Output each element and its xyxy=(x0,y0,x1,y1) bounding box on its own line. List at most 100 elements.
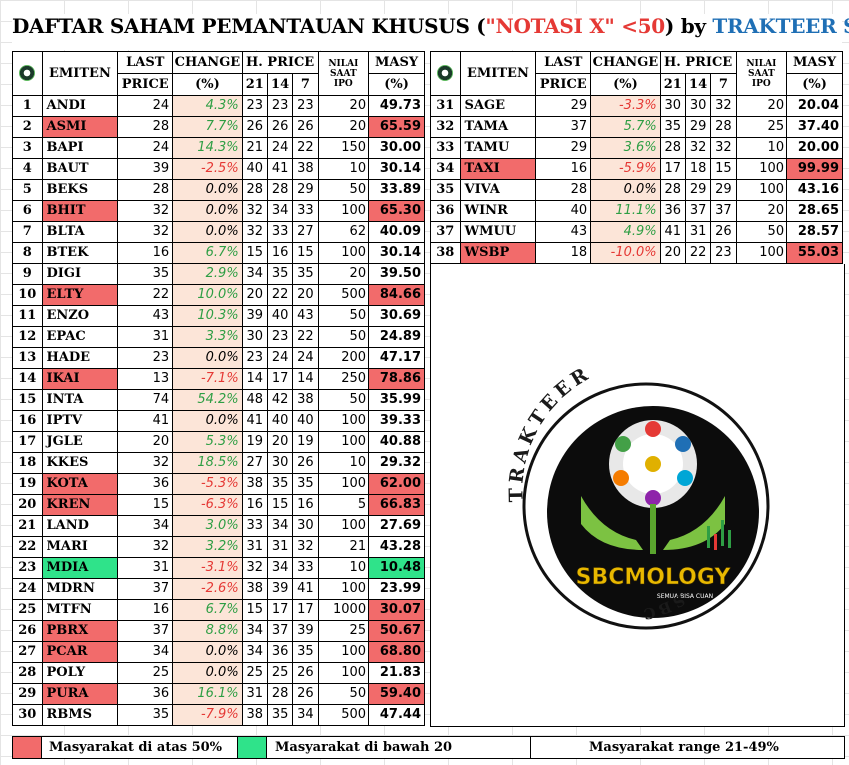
table-row: 19 KOTA 36 -5.3% 38 35 35 100 62.00 xyxy=(12,473,425,495)
row-number: 22 xyxy=(12,536,43,558)
header-ipo-1: NILAI xyxy=(746,58,777,69)
sbc-logo-icon xyxy=(437,65,454,82)
hprice-21-cell: 32 xyxy=(241,200,268,222)
change-cell: 5.7% xyxy=(590,116,661,138)
hprice-14-cell: 32 xyxy=(684,137,712,159)
row-number: 29 xyxy=(12,683,43,705)
emiten-cell: WINR xyxy=(459,200,537,222)
emiten-cell: BLTA xyxy=(41,221,119,243)
title-brand: TRAKTEER SBC xyxy=(712,14,849,38)
change-cell: 10.3% xyxy=(172,305,243,327)
emiten-cell: WMUU xyxy=(459,221,537,243)
stock-table-left: EMITEN LAST CHANGE H. PRICE NILAI SAAT IPO… xyxy=(12,51,425,726)
emiten-cell: BAUT xyxy=(41,158,119,180)
last-price-cell: 35 xyxy=(117,263,174,285)
masy-cell: 84.66 xyxy=(368,284,425,306)
ipo-value-cell: 50 xyxy=(317,305,370,327)
header-emiten: EMITEN xyxy=(459,51,537,96)
ipo-value-cell: 10 xyxy=(317,158,370,180)
masy-cell: 43.16 xyxy=(786,179,843,201)
table-row: 38 WSBP 18 -10.0% 20 22 23 100 55.03 xyxy=(430,242,843,264)
masy-cell: 30.14 xyxy=(368,158,425,180)
emiten-cell: TAMA xyxy=(459,116,537,138)
hprice-7-cell: 15 xyxy=(710,158,737,180)
emiten-cell: ELTY xyxy=(41,284,119,306)
last-price-cell: 29 xyxy=(535,95,592,117)
row-number: 27 xyxy=(12,641,43,663)
hprice-14-cell: 40 xyxy=(266,410,294,432)
hprice-7-cell: 30 xyxy=(292,515,319,537)
table-row: 7 BLTA 32 0.0% 32 33 27 62 40.09 xyxy=(12,221,425,243)
last-price-cell: 32 xyxy=(117,536,174,558)
last-price-cell: 28 xyxy=(117,116,174,138)
ipo-value-cell: 21 xyxy=(317,536,370,558)
hprice-14-cell: 31 xyxy=(684,221,712,243)
header-masy-2: (%) xyxy=(786,73,843,96)
hprice-21-cell: 20 xyxy=(241,284,268,306)
header-change-2: (%) xyxy=(590,73,661,96)
row-number: 25 xyxy=(12,599,43,621)
header-change-2: (%) xyxy=(172,73,243,96)
masy-cell: 29.32 xyxy=(368,452,425,474)
masy-cell: 24.89 xyxy=(368,326,425,348)
header-hprice: H. PRICE xyxy=(659,51,737,74)
table-row: 21 LAND 34 3.0% 33 34 30 100 27.69 xyxy=(12,515,425,537)
table-row: 4 BAUT 39 -2.5% 40 41 38 10 30.14 xyxy=(12,158,425,180)
hprice-7-cell: 26 xyxy=(292,116,319,138)
header-hprice: H. PRICE xyxy=(241,51,319,74)
change-cell: 0.0% xyxy=(590,179,661,201)
ipo-value-cell: 100 xyxy=(735,179,788,201)
hprice-7-cell: 39 xyxy=(292,620,319,642)
change-cell: 14.3% xyxy=(172,137,243,159)
change-cell: -2.6% xyxy=(172,578,243,600)
hprice-14-cell: 37 xyxy=(684,200,712,222)
change-cell: 0.0% xyxy=(172,662,243,684)
row-number: 3 xyxy=(12,137,43,159)
ipo-value-cell: 250 xyxy=(317,368,370,390)
trakteer-sbc-logo: TRAKTEER SBCMOLOGY SEMUA BISA CUAN xyxy=(505,362,770,630)
hprice-14-cell: 22 xyxy=(684,242,712,264)
emiten-cell: IKAI xyxy=(41,368,119,390)
ipo-value-cell: 500 xyxy=(317,284,370,306)
table-row: 1 ANDI 24 4.3% 23 23 23 20 49.73 xyxy=(12,95,425,117)
legend-swatch-green xyxy=(237,737,267,758)
hprice-21-cell: 28 xyxy=(659,179,686,201)
change-cell: -5.9% xyxy=(590,158,661,180)
emiten-cell: PBRX xyxy=(41,620,119,642)
hprice-14-cell: 24 xyxy=(266,137,294,159)
hprice-7-cell: 29 xyxy=(710,179,737,201)
hprice-21-cell: 23 xyxy=(241,95,268,117)
last-price-cell: 37 xyxy=(117,620,174,642)
change-cell: 10.0% xyxy=(172,284,243,306)
change-cell: 4.3% xyxy=(172,95,243,117)
table-row: 10 ELTY 22 10.0% 20 22 20 500 84.66 xyxy=(12,284,425,306)
header-change-1: CHANGE xyxy=(172,51,243,74)
ipo-value-cell: 100 xyxy=(317,410,370,432)
row-number: 13 xyxy=(12,347,43,369)
table-row: 11 ENZO 43 10.3% 39 40 43 50 30.69 xyxy=(12,305,425,327)
emiten-cell: MTFN xyxy=(41,599,119,621)
header-ipo-2: SAAT xyxy=(747,68,775,79)
emiten-cell: MDRN xyxy=(41,578,119,600)
table-row: 26 PBRX 37 8.8% 34 37 39 25 50.67 xyxy=(12,620,425,642)
hprice-14-cell: 34 xyxy=(266,557,294,579)
hprice-14-cell: 34 xyxy=(266,515,294,537)
emiten-cell: TAXI xyxy=(459,158,537,180)
hprice-21-cell: 34 xyxy=(241,620,268,642)
ipo-value-cell: 100 xyxy=(317,578,370,600)
row-number: 32 xyxy=(430,116,461,138)
hprice-21-cell: 21 xyxy=(241,137,268,159)
masy-cell: 20.00 xyxy=(786,137,843,159)
header-ipo-3: IPO xyxy=(751,78,771,89)
ipo-value-cell: 100 xyxy=(317,242,370,264)
change-cell: 0.0% xyxy=(172,641,243,663)
hprice-14-cell: 25 xyxy=(266,662,294,684)
row-number: 23 xyxy=(12,557,43,579)
hprice-14-cell: 22 xyxy=(266,284,294,306)
table-body-left: 1 ANDI 24 4.3% 23 23 23 20 49.73 2 ASMI 28 7.7% 26 26 2… xyxy=(12,95,425,726)
row-number: 20 xyxy=(12,494,43,516)
hprice-7-cell: 20 xyxy=(292,284,319,306)
table-row: 13 HADE 23 0.0% 23 24 24 200 47.17 xyxy=(12,347,425,369)
masy-cell: 30.69 xyxy=(368,305,425,327)
emiten-cell: TAMU xyxy=(459,137,537,159)
